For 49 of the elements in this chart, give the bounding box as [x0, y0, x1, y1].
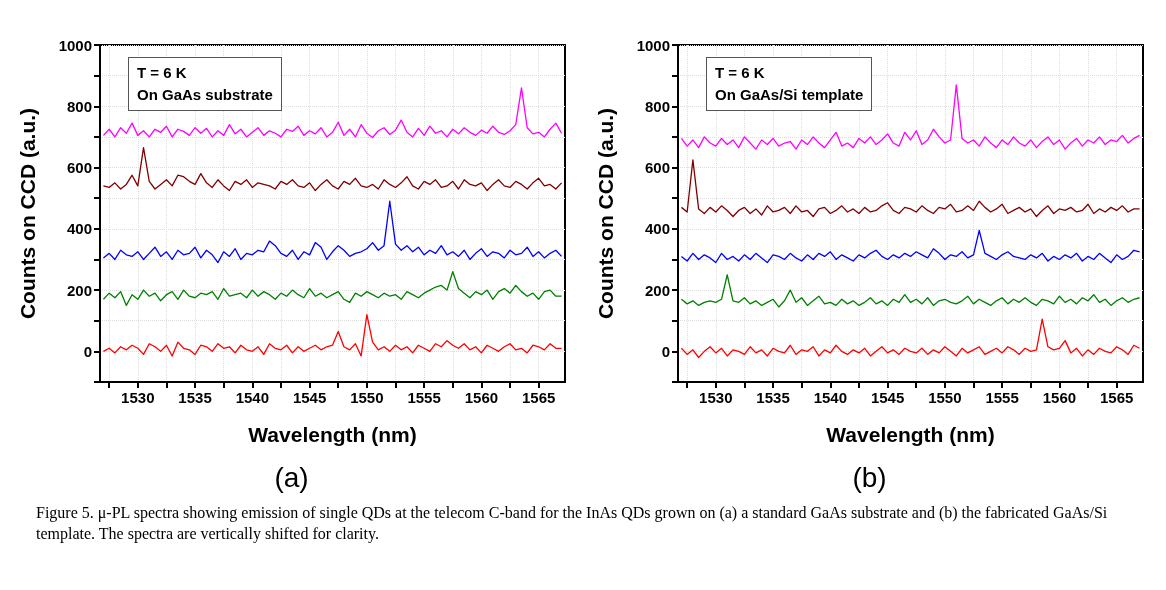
annotation: On GaAs substrate [137, 85, 273, 105]
y-tick-label: 800 [66, 97, 92, 115]
y-tick-label: 1000 [58, 36, 92, 54]
annotation: On GaAs/Si template [715, 85, 864, 105]
x-tick-label: 1550 [350, 389, 384, 406]
line-series [680, 318, 1141, 359]
x-tick-label: 1555 [407, 389, 441, 406]
x-axis-title: Wavelength (nm) [826, 423, 995, 446]
text: (a) [273, 462, 310, 494]
x-tick-label: 1550 [928, 389, 962, 406]
x-tick-label: 1565 [521, 389, 556, 406]
y-tick-label: 1000 [636, 36, 670, 54]
annotation: T = 6 K [715, 63, 766, 83]
line-series [680, 229, 1141, 264]
y-tick-label: 800 [644, 97, 670, 115]
x-tick-label: 1530 [121, 389, 155, 406]
x-tick-label: 1545 [870, 389, 905, 406]
y-tick-label: 0 [661, 342, 670, 360]
caption: Figure 5. μ-PL spectra showing emission of single QDs at the telecom C-band for the InAs QDs grown on (a) a standard GaAs substrate and (b) the fabricated GaAs/Si template. The spectra are vertically shifted for clarity. [36, 503, 1109, 544]
y-tick-label: 400 [644, 220, 670, 238]
y-tick-label: 600 [66, 159, 92, 177]
line-series [102, 313, 563, 357]
line-series [102, 200, 563, 264]
x-tick-label: 1535 [178, 389, 212, 406]
x-tick-label: 1560 [1042, 389, 1077, 406]
line-series [102, 271, 563, 307]
y-axis-title: Counts on CCD (a.u.) [594, 107, 617, 320]
x-tick-label: 1530 [699, 389, 733, 406]
annotation: T = 6 K [137, 63, 188, 83]
y-tick-label: 200 [66, 281, 92, 299]
line-series [680, 274, 1141, 308]
y-axis-title: Counts on CCD (a.u.) [16, 107, 39, 320]
x-axis-title: Wavelength (nm) [248, 423, 417, 446]
x-tick-label: 1565 [1099, 389, 1134, 406]
y-tick-label: 200 [644, 281, 670, 299]
text: (b) [851, 462, 888, 494]
x-tick-label: 1545 [292, 389, 327, 406]
line-series [680, 84, 1141, 150]
x-tick-label: 1555 [985, 389, 1019, 406]
x-tick-label: 1560 [464, 389, 499, 406]
x-tick-label: 1540 [235, 389, 270, 406]
y-tick-label: 400 [66, 220, 92, 238]
x-tick-label: 1535 [756, 389, 790, 406]
line-series [102, 87, 563, 139]
line-series [680, 159, 1141, 218]
x-tick-label: 1540 [813, 389, 848, 406]
y-tick-label: 0 [83, 342, 92, 360]
y-tick-label: 600 [644, 159, 670, 177]
line-series [102, 146, 563, 192]
